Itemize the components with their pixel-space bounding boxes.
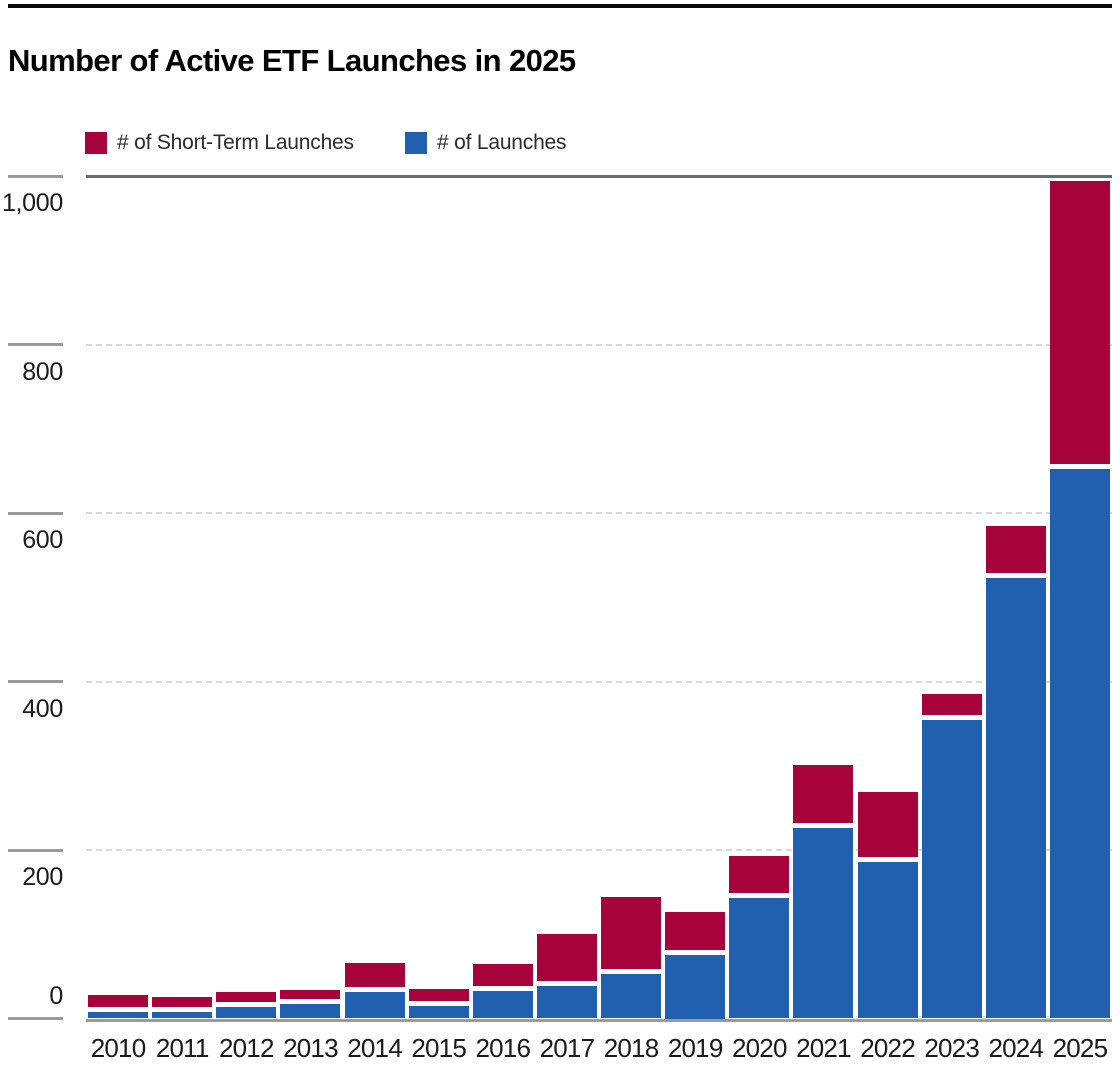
bar-short-term-launches-2014 [344, 962, 405, 988]
x-axis-label-2022: 2022 [860, 1033, 915, 1063]
y-axis-tick-0 [8, 1017, 63, 1020]
bar-launches-2022 [857, 861, 918, 1019]
gridline-1000 [86, 174, 1112, 178]
y-axis-label-200: 200 [22, 863, 63, 891]
legend-item-short-term-launches: # of Short-Term Launches [85, 131, 354, 155]
bar-launches-2011 [152, 1011, 213, 1019]
y-axis-tick-1000 [8, 174, 63, 178]
bar-launches-2010 [88, 1011, 148, 1019]
bar-short-term-launches-2013 [280, 989, 341, 1000]
x-axis-label-2012: 2012 [218, 1033, 274, 1063]
gridline-400 [86, 680, 1112, 683]
x-axis-label-2021: 2021 [796, 1033, 851, 1063]
x-axis-label-2010: 2010 [90, 1033, 146, 1063]
header-rule [8, 4, 1112, 8]
bar-short-term-launches-2017 [536, 934, 597, 982]
x-axis-label-2017: 2017 [539, 1033, 595, 1063]
y-axis-label-0: 0 [49, 981, 63, 1010]
bar-launches-2012 [216, 1006, 277, 1019]
bar-launches-2025 [1049, 469, 1110, 1019]
x-axis-label-2023: 2023 [924, 1033, 979, 1063]
bar-launches-2023 [921, 720, 982, 1019]
x-axis-label-2015: 2015 [411, 1033, 466, 1063]
y-axis-label-1000: 1,000 [1, 189, 63, 217]
bar-short-term-launches-2015 [408, 989, 469, 1001]
bar-launches-2014 [344, 992, 405, 1019]
bar-launches-2021 [793, 828, 854, 1019]
bar-short-term-launches-2023 [921, 694, 982, 716]
x-axis-label-2020: 2020 [731, 1033, 787, 1063]
bar-launches-2017 [536, 986, 597, 1019]
bar-short-term-launches-2025 [1049, 181, 1110, 465]
bar-launches-2018 [601, 973, 661, 1019]
bar-launches-2020 [729, 898, 790, 1019]
legend-swatch-launches [405, 132, 427, 154]
bar-short-term-launches-2016 [472, 963, 533, 986]
bar-short-term-launches-2010 [88, 994, 148, 1007]
bar-short-term-launches-2019 [665, 911, 726, 951]
bar-short-term-launches-2024 [985, 526, 1046, 573]
legend-label-short-term-launches: # of Short-Term Launches [117, 131, 354, 154]
y-axis-tick-800 [8, 343, 63, 346]
bar-short-term-launches-2021 [793, 764, 854, 824]
y-axis-tick-600 [8, 511, 63, 515]
bar-short-term-launches-2011 [152, 996, 213, 1007]
y-axis-tick-200 [8, 848, 63, 852]
x-axis-label-2024: 2024 [988, 1033, 1044, 1063]
bar-launches-2013 [280, 1004, 341, 1019]
legend-item-launches: # of Launches [405, 131, 567, 155]
y-axis-label-800: 800 [22, 357, 63, 386]
x-axis-label-2025: 2025 [1052, 1033, 1108, 1063]
y-axis-tick-400 [8, 680, 63, 683]
bar-short-term-launches-2018 [601, 897, 661, 969]
gridline-200 [86, 849, 1112, 851]
gridline-600 [86, 512, 1112, 514]
gridline-800 [86, 343, 1112, 346]
x-axis-label-2011: 2011 [155, 1033, 210, 1063]
legend-swatch-short-term-launches [85, 132, 107, 154]
bar-short-term-launches-2012 [216, 992, 277, 1002]
y-axis-label-400: 400 [22, 694, 63, 723]
bar-launches-2024 [985, 577, 1046, 1019]
x-axis-label-2014: 2014 [347, 1033, 402, 1063]
x-axis-label-2018: 2018 [603, 1033, 659, 1063]
bar-launches-2015 [408, 1005, 469, 1019]
x-axis-label-2013: 2013 [283, 1033, 338, 1063]
bar-launches-2016 [472, 990, 533, 1019]
x-axis-label-2016: 2016 [475, 1033, 531, 1063]
y-axis-label-600: 600 [22, 526, 63, 554]
legend-label-launches: # of Launches [437, 131, 567, 154]
page-title: Number of Active ETF Launches in 2025 [8, 42, 576, 78]
x-axis-baseline [86, 1018, 1112, 1022]
bar-launches-2019 [665, 955, 726, 1019]
x-axis-label-2019: 2019 [667, 1033, 723, 1063]
bar-short-term-launches-2022 [857, 791, 918, 857]
bar-short-term-launches-2020 [729, 855, 790, 894]
